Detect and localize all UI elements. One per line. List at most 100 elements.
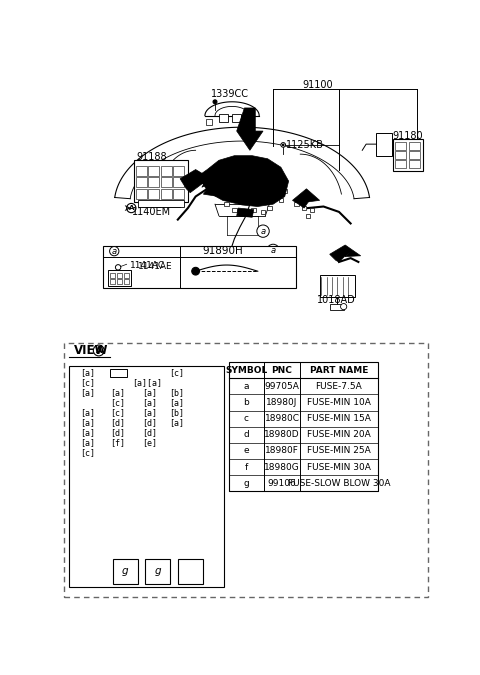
Text: [d]: [d]	[110, 429, 126, 437]
Text: [a]: [a]	[80, 369, 95, 377]
Bar	[282, 189, 287, 193]
Bar	[409, 142, 420, 150]
Text: [a]: [a]	[142, 398, 156, 407]
Text: SYMBOL: SYMBOL	[225, 366, 267, 375]
Text: [a]: [a]	[169, 418, 184, 427]
Polygon shape	[237, 208, 254, 217]
Bar	[310, 208, 314, 211]
Text: 1125KB: 1125KB	[286, 140, 324, 150]
Bar	[148, 165, 159, 176]
Bar	[145, 559, 170, 584]
Bar	[117, 279, 122, 284]
Text: A: A	[96, 346, 102, 355]
Text: [a]: [a]	[80, 418, 95, 427]
Bar	[306, 214, 311, 217]
Text: FUSE-SLOW BLOW 30A: FUSE-SLOW BLOW 30A	[288, 479, 390, 488]
Text: 18980D: 18980D	[264, 431, 300, 439]
Bar	[113, 559, 137, 584]
Bar	[161, 165, 172, 176]
Text: 91100: 91100	[303, 80, 334, 90]
Circle shape	[282, 144, 284, 146]
Text: a: a	[244, 382, 249, 391]
Text: g: g	[155, 566, 161, 576]
Bar	[229, 362, 378, 491]
Circle shape	[213, 100, 217, 104]
Text: FUSE-MIN 25A: FUSE-MIN 25A	[307, 446, 371, 456]
Text: [c]: [c]	[80, 448, 95, 458]
Bar	[108, 271, 132, 286]
Bar	[395, 160, 407, 168]
Text: [c]: [c]	[110, 398, 126, 407]
Text: g: g	[122, 566, 129, 576]
Text: [d]: [d]	[110, 418, 126, 427]
Bar	[206, 119, 212, 125]
Bar	[376, 132, 392, 156]
Text: A: A	[129, 205, 134, 211]
Text: [a]: [a]	[169, 398, 184, 407]
Bar	[219, 114, 228, 121]
Circle shape	[93, 345, 104, 356]
Text: FUSE-MIN 30A: FUSE-MIN 30A	[307, 462, 371, 472]
Bar	[148, 178, 159, 187]
Text: d: d	[243, 431, 249, 439]
Text: 18980F: 18980F	[265, 446, 299, 456]
Text: 99705A: 99705A	[264, 382, 300, 391]
Polygon shape	[330, 245, 360, 262]
Text: [a]: [a]	[110, 388, 126, 398]
Text: PART NAME: PART NAME	[310, 366, 368, 375]
Circle shape	[115, 265, 121, 270]
Text: 18980G: 18980G	[264, 462, 300, 472]
Text: a: a	[261, 227, 265, 236]
Bar	[110, 369, 127, 377]
Text: 99106: 99106	[268, 479, 297, 488]
Text: g: g	[243, 479, 249, 488]
Bar	[232, 114, 241, 121]
Text: 18980C: 18980C	[264, 414, 300, 423]
Bar	[395, 142, 407, 150]
Circle shape	[267, 244, 279, 256]
Circle shape	[221, 263, 229, 271]
Circle shape	[257, 225, 269, 238]
Bar	[178, 559, 203, 584]
Text: b: b	[243, 398, 249, 407]
Circle shape	[109, 246, 119, 256]
Text: FUSE-7.5A: FUSE-7.5A	[316, 382, 362, 391]
Bar	[395, 151, 407, 159]
Bar	[193, 171, 198, 176]
Bar	[224, 202, 229, 206]
Bar	[220, 194, 225, 198]
Polygon shape	[180, 169, 215, 192]
Text: 18980J: 18980J	[266, 398, 298, 407]
Bar	[298, 198, 302, 202]
Text: [e]: [e]	[142, 438, 156, 448]
Text: VIEW: VIEW	[74, 344, 108, 357]
Bar	[136, 178, 147, 187]
Text: FUSE-MIN 10A: FUSE-MIN 10A	[307, 398, 371, 407]
Text: [d]: [d]	[142, 429, 156, 437]
Text: e: e	[243, 446, 249, 456]
Bar	[232, 208, 237, 211]
Text: 1140EM: 1140EM	[132, 207, 171, 217]
Text: PNC: PNC	[272, 366, 292, 375]
Bar	[330, 304, 344, 310]
Bar	[148, 189, 159, 199]
Bar	[109, 279, 115, 284]
Bar	[123, 273, 129, 278]
Bar	[302, 206, 306, 210]
Text: 1141AC: 1141AC	[130, 261, 165, 269]
Text: FUSE-MIN 20A: FUSE-MIN 20A	[307, 431, 371, 439]
Text: 91188: 91188	[136, 153, 167, 162]
Bar	[320, 275, 355, 296]
Bar	[294, 202, 299, 206]
Text: 1141AE: 1141AE	[137, 262, 172, 271]
Text: c: c	[244, 414, 249, 423]
Text: [a][a]: [a][a]	[132, 379, 163, 387]
Bar	[161, 178, 172, 187]
Text: 91890H: 91890H	[203, 246, 243, 256]
Circle shape	[281, 142, 286, 147]
Bar	[117, 273, 122, 278]
Bar	[278, 198, 283, 202]
Circle shape	[340, 304, 347, 310]
Text: [a]: [a]	[80, 388, 95, 398]
Text: FUSE-MIN 15A: FUSE-MIN 15A	[307, 414, 371, 423]
